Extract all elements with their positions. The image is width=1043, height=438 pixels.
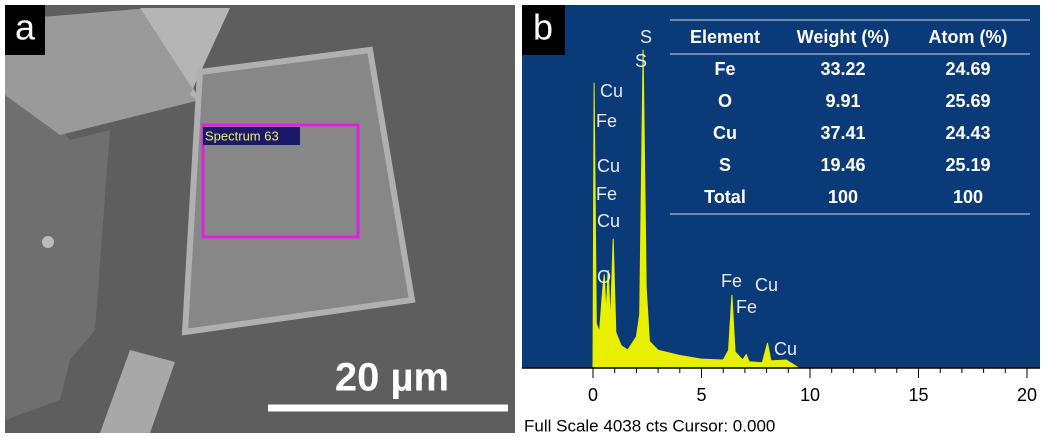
peak-label: Fe [596, 184, 617, 204]
table-cell: 19.46 [820, 155, 865, 175]
table-cell: Fe [714, 59, 735, 79]
x-tick-label: 0 [588, 385, 598, 405]
table-cell: 25.19 [945, 155, 990, 175]
peak-label: Cu [774, 339, 797, 359]
table-cell: Cu [713, 123, 737, 143]
table-cell: S [719, 155, 731, 175]
x-tick-label: 10 [800, 385, 820, 405]
spectrum-label: Spectrum 63 [205, 128, 279, 143]
peak-label: Cu [597, 156, 620, 176]
peak-label: Cu [600, 81, 623, 101]
table-cell: 100 [828, 187, 858, 207]
peak-label: S [635, 51, 647, 71]
table-cell: O [718, 91, 732, 111]
figure: Spectrum 63 20 µm a b Full Scale 4038 ct… [0, 0, 1043, 438]
table-cell: 100 [953, 187, 983, 207]
x-tick-label: 5 [696, 385, 706, 405]
table-cell: 33.22 [820, 59, 865, 79]
scale-bar-label: 20 µm [335, 356, 449, 400]
table-cell: 9.91 [825, 91, 860, 111]
table-cell: 25.69 [945, 91, 990, 111]
peak-label: O [597, 267, 611, 287]
peak-label: Fe [596, 111, 617, 131]
peak-label: Cu [597, 211, 620, 231]
table-cell: 24.69 [945, 59, 990, 79]
panel-label: b [533, 7, 553, 48]
crystal [185, 50, 412, 332]
table-header: Element [690, 27, 760, 47]
particle [42, 236, 54, 248]
peak-label: Fe [721, 271, 742, 291]
table-cell: Total [704, 187, 746, 207]
x-tick-label: 20 [1017, 385, 1037, 405]
table-header: Atom (%) [929, 27, 1008, 47]
status-text: Full Scale 4038 cts Cursor: 0.000 [524, 416, 775, 435]
table-cell: 24.43 [945, 123, 990, 143]
page: {"panel_a": {"label": "a", "spectrum_lab… [0, 0, 1043, 438]
peak-label: S [640, 27, 652, 47]
table-cell: 37.41 [820, 123, 865, 143]
x-tick-label: 15 [908, 385, 928, 405]
peak-label: Cu [755, 275, 778, 295]
peak-label: Fe [736, 297, 757, 317]
table-header: Weight (%) [797, 27, 890, 47]
panel-label: a [15, 7, 36, 48]
